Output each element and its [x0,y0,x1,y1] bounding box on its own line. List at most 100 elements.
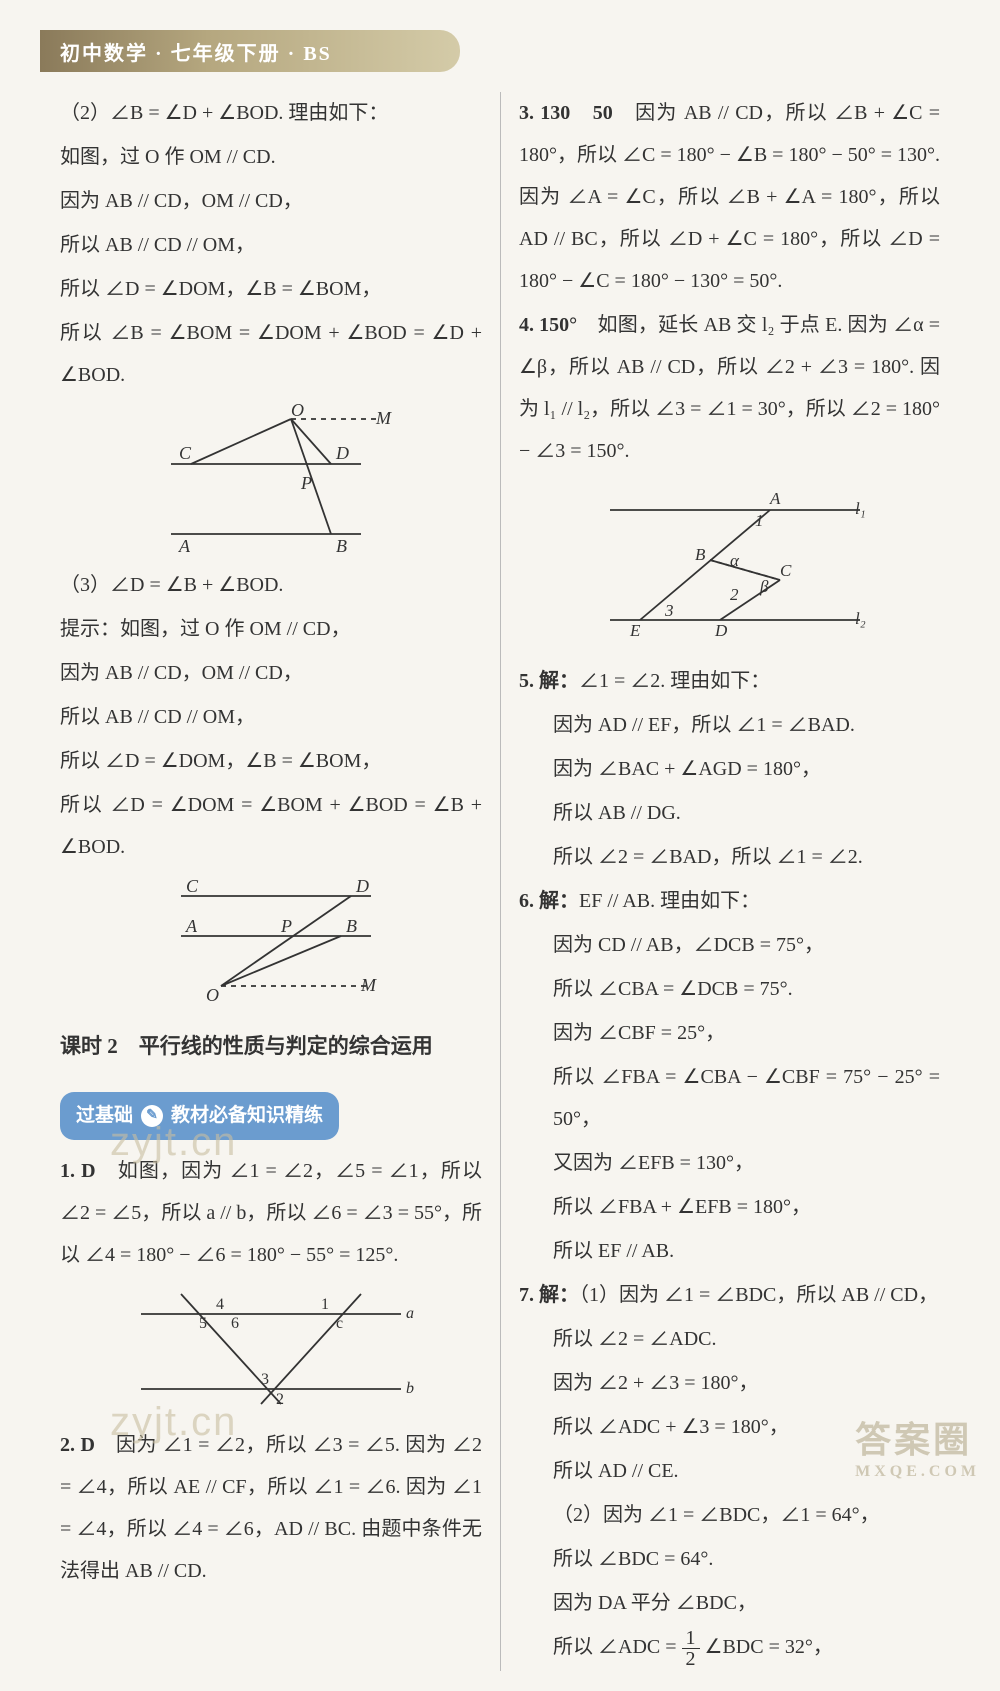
text-line: 如图，过 O 作 OM // CD. [60,136,482,178]
fraction-half: 12 [682,1628,700,1669]
svg-text:C: C [179,443,192,463]
svg-text:O: O [206,985,219,1005]
text-line: 因为 AD // EF，所以 ∠1 = ∠BAD. [519,704,940,746]
text-line: 所以 EF // AB. [519,1230,940,1272]
text-line: 因为 AB // CD，OM // CD， [60,180,482,222]
svg-text:D: D [335,443,349,463]
svg-text:2: 2 [276,1391,284,1408]
text-line: 因为 ∠2 + ∠3 = 180°， [519,1362,940,1404]
text-line: （2）因为 ∠1 = ∠BDC，∠1 = 64°， [519,1494,940,1536]
svg-text:1: 1 [755,511,764,530]
q5a: ∠1 = ∠2. 理由如下： [579,670,770,692]
text-line: 所以 AB // CD // OM， [60,224,482,266]
svg-text:A: A [769,489,781,508]
text-line: 所以 ∠FBA + ∠EFB = 180°， [519,1186,940,1228]
text-line: 因为 DA 平分 ∠BDC， [519,1582,940,1624]
diagram-4: Al₁ 1 Bα Cβ 2 E 3 Dl₂ [580,480,880,650]
diagram-2: C D A P B O M [141,876,401,1006]
q7i: 所以 ∠ADC = 12 ∠BDC = 32°， [519,1626,940,1669]
svg-text:4: 4 [216,1296,224,1313]
svg-text:l₁: l₁ [855,499,866,518]
text-line: 所以 AB // CD // OM， [60,696,482,738]
q2: 2. D 因为 ∠1 = ∠2，所以 ∠3 = ∠5. 因为 ∠2 = ∠4，所… [60,1424,482,1592]
diagram-1: O M C D P A B [141,404,401,554]
q7i-pre: 所以 ∠ADC = [553,1636,682,1658]
q1-text: 如图，因为 ∠1 = ∠2，∠5 = ∠1，所以 ∠2 = ∠5，所以 a //… [60,1160,482,1266]
text-line: 所以 ∠FBA = ∠CBA − ∠CBF = 75° − 25° = 50°， [519,1056,940,1140]
q4: 4. 150° 如图，延长 AB 交 l₂ 于点 E. 因为 ∠α = ∠β，所… [519,304,940,472]
q7i-post: ∠BDC = 32°， [705,1636,833,1658]
q2-text: 因为 ∠1 = ∠2，所以 ∠3 = ∠5. 因为 ∠2 = ∠4，所以 AE … [60,1434,482,1582]
left-column: （2）∠B = ∠D + ∠BOD. 理由如下： 如图，过 O 作 OM // … [60,92,500,1671]
text-line: 所以 ∠D = ∠DOM，∠B = ∠BOM， [60,740,482,782]
q1: 1. D 如图，因为 ∠1 = ∠2，∠5 = ∠1，所以 ∠2 = ∠5，所以… [60,1150,482,1276]
text-line: 所以 ∠CBA = ∠DCB = 75°. [519,968,940,1010]
svg-text:E: E [629,621,641,640]
text-line: 因为 CD // AB，∠DCB = 75°， [519,924,940,966]
corner-sub: MXQE.COM [855,1463,980,1481]
q6: 6. 解：EF // AB. 理由如下： [519,880,940,922]
q4-num: 4. 150° [519,314,577,336]
text-line: 因为 ∠CBF = 25°， [519,1012,940,1054]
svg-text:α: α [730,551,740,570]
text-line: 所以 ∠D = ∠DOM，∠B = ∠BOM， [60,268,482,310]
q7-num: 7. 解： [519,1284,579,1306]
diagram-3: 46 5 1c 32 a b [121,1284,421,1414]
q3-text: 因为 AB // CD，所以 ∠B + ∠C = 180°，所以 ∠C = 18… [519,102,940,292]
text-line: （3）∠D = ∠B + ∠BOD. [60,564,482,606]
svg-text:2: 2 [730,585,739,604]
svg-text:C: C [186,876,199,896]
svg-text:M: M [360,975,377,995]
q5: 5. 解：∠1 = ∠2. 理由如下： [519,660,940,702]
svg-text:a: a [406,1305,414,1322]
text-line: 所以 ∠D = ∠DOM = ∠BOM + ∠BOD = ∠B + ∠BOD. [60,784,482,868]
text-line: 所以 ∠2 = ∠ADC. [519,1318,940,1360]
svg-text:D: D [355,876,369,896]
svg-text:B: B [346,916,357,936]
text-line: 所以 ∠2 = ∠BAD，所以 ∠1 = ∠2. [519,836,940,878]
svg-text:P: P [300,473,312,493]
pill-right: 教材必备知识精练 [171,1096,323,1136]
svg-text:D: D [714,621,728,640]
q3-num: 3. 130 50 [519,102,613,124]
header-title: 初中数学 · 七年级下册 · BS [60,37,332,66]
svg-text:3: 3 [261,1371,269,1388]
q7: 7. 解：（1）因为 ∠1 = ∠BDC，所以 AB // CD， [519,1274,940,1316]
svg-text:B: B [336,536,347,554]
pill-icon: ✎ [141,1105,163,1127]
q7a: （1）因为 ∠1 = ∠BDC，所以 AB // CD， [579,1284,938,1306]
svg-text:M: M [375,408,392,428]
text-line: 又因为 ∠EFB = 130°， [519,1142,940,1184]
q6-num: 6. 解： [519,890,579,912]
content-columns: （2）∠B = ∠D + ∠BOD. 理由如下： 如图，过 O 作 OM // … [0,72,1000,1691]
svg-text:6: 6 [231,1315,239,1332]
section-pill: 过基础 ✎ 教材必备知识精练 [60,1092,339,1140]
svg-text:β: β [759,577,769,596]
q5-num: 5. 解： [519,670,579,692]
text-line: 因为 ∠BAC + ∠AGD = 180°， [519,748,940,790]
q4-text: 如图，延长 AB 交 l₂ 于点 E. 因为 ∠α = ∠β，所以 AB // … [519,314,940,462]
svg-text:B: B [695,545,706,564]
svg-text:c: c [336,1315,343,1332]
q2-num: 2. D [60,1434,95,1456]
text-line: 因为 AB // CD，OM // CD， [60,652,482,694]
pill-left: 过基础 [76,1096,133,1136]
q1-num: 1. D [60,1160,96,1182]
svg-text:3: 3 [664,601,674,620]
svg-text:O: O [291,404,304,420]
svg-text:P: P [280,916,292,936]
page-header: 初中数学 · 七年级下册 · BS [40,30,460,72]
section-title: 课时 2 平行线的性质与判定的综合运用 [60,1024,482,1068]
svg-text:b: b [406,1380,414,1397]
svg-text:C: C [780,561,792,580]
text-line: 所以 AB // DG. [519,792,940,834]
corner-top: 答案圈 [855,1420,972,1460]
svg-text:5: 5 [199,1315,207,1332]
svg-text:1: 1 [321,1296,329,1313]
svg-text:A: A [185,916,198,936]
text-line: 提示：如图，过 O 作 OM // CD， [60,608,482,650]
q3: 3. 130 50 因为 AB // CD，所以 ∠B + ∠C = 180°，… [519,92,940,302]
svg-text:l₂: l₂ [855,609,866,628]
svg-text:A: A [178,536,191,554]
q6a: EF // AB. 理由如下： [579,890,760,912]
